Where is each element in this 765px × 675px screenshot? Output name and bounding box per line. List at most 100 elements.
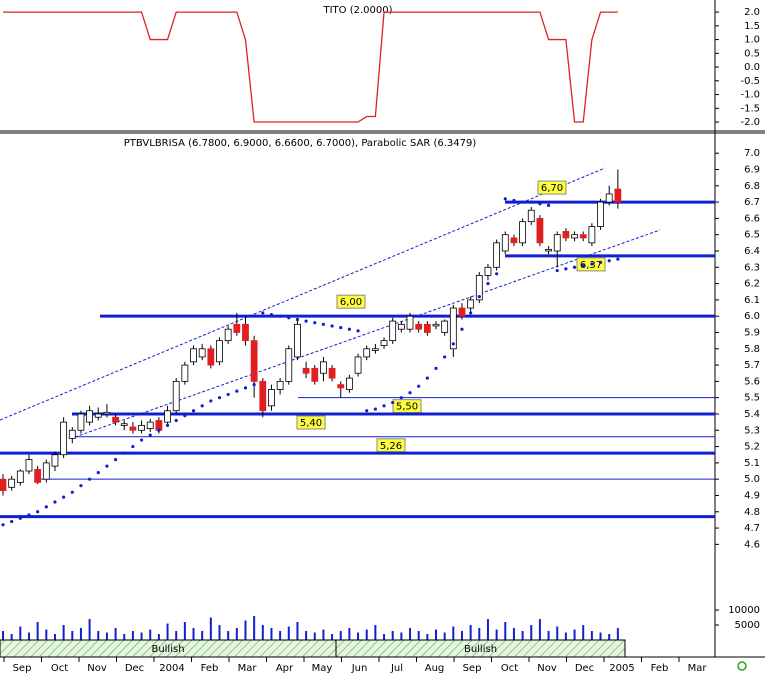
y-tick-label: 0.0 xyxy=(744,62,760,73)
candle-body xyxy=(510,237,518,244)
volume-bar xyxy=(495,629,498,640)
candle-body xyxy=(432,323,440,327)
x-tick-label: Dec xyxy=(125,663,144,674)
x-tick-label: Feb xyxy=(201,663,219,674)
candle-body xyxy=(68,429,76,439)
sar-dot xyxy=(269,312,274,317)
candle-body xyxy=(259,380,267,412)
level-label-box xyxy=(537,180,567,195)
sar-dot xyxy=(495,272,499,276)
sar-dot xyxy=(339,325,343,330)
sar-dot xyxy=(96,471,100,475)
volume-bar xyxy=(391,631,394,640)
volume-bar xyxy=(365,629,368,640)
volume-bar xyxy=(157,634,160,640)
volume-bar xyxy=(582,625,585,640)
volume-bar xyxy=(616,628,619,640)
volume-bar xyxy=(590,631,593,640)
signal-label: Bullish xyxy=(151,644,184,655)
sar-dot xyxy=(18,516,22,520)
y-tick-label: 5.3 xyxy=(744,425,760,436)
sar-dot xyxy=(287,316,291,320)
sar-dot xyxy=(451,342,455,346)
candle-body xyxy=(380,340,388,346)
sar-dot xyxy=(105,464,109,468)
sar-dot xyxy=(235,389,239,393)
sar-dot xyxy=(113,458,118,462)
level-label: 6,37 xyxy=(580,260,602,271)
level-label: 6,00 xyxy=(340,297,362,308)
sar-dot xyxy=(486,281,490,286)
volume-bar xyxy=(131,631,134,640)
volume-bar xyxy=(452,626,455,640)
y-tick-label: -2.0 xyxy=(740,117,760,128)
candle-body xyxy=(16,470,24,483)
volume-bar xyxy=(114,628,117,640)
candle-body xyxy=(268,389,275,407)
y-tick-label: 6.1 xyxy=(744,295,760,306)
candle-body xyxy=(345,377,353,390)
volume-bar xyxy=(10,634,13,640)
sar-dot xyxy=(564,267,568,271)
volume-bar xyxy=(608,634,611,640)
candle-body xyxy=(449,307,457,350)
candle-body xyxy=(614,188,622,203)
x-tick-label: Apr xyxy=(276,663,294,674)
volume-bar xyxy=(192,628,195,640)
sar-dot xyxy=(546,203,551,207)
y-tick-label: 1.0 xyxy=(744,35,760,46)
volume-bar xyxy=(512,628,515,640)
sar-dot xyxy=(36,510,40,514)
candle-body xyxy=(519,221,526,244)
candle-body xyxy=(337,384,345,389)
volume-bar xyxy=(235,628,238,640)
y-tick-label: 1.5 xyxy=(744,21,760,32)
candle-body xyxy=(441,320,449,333)
sar-dot xyxy=(261,311,265,315)
volume-bar xyxy=(261,625,264,640)
sar-dot xyxy=(313,321,317,325)
y-tick-label: 6.5 xyxy=(744,230,760,241)
sar-dot xyxy=(503,197,507,201)
indicator-title: TITO (2.0000) xyxy=(322,5,392,16)
x-tick-label: Sep xyxy=(13,663,32,674)
sar-dot xyxy=(88,477,92,481)
volume-bar xyxy=(443,632,446,640)
y-tick-label: -0.5 xyxy=(740,76,760,87)
candle-body xyxy=(94,413,102,418)
x-tick-label: Nov xyxy=(537,663,557,674)
volume-bar xyxy=(45,629,48,640)
x-tick-label: Nov xyxy=(87,663,107,674)
x-tick-label: Dec xyxy=(575,663,594,674)
sar-dot xyxy=(174,418,178,423)
y-tick-label: 6.4 xyxy=(744,246,760,257)
sar-dot xyxy=(278,314,282,318)
candle-body xyxy=(475,275,483,301)
sar-dot xyxy=(581,264,585,268)
candle-body xyxy=(320,361,327,374)
level-label: 5,50 xyxy=(396,402,418,413)
candle-body xyxy=(198,348,206,358)
sar-dot xyxy=(538,202,542,206)
sar-dot xyxy=(79,484,83,488)
volume-bar xyxy=(357,632,360,640)
volume-bar xyxy=(123,634,126,640)
y-tick-label: 5.4 xyxy=(744,409,760,420)
volume-bar xyxy=(140,632,143,640)
y-tick-label: 6.9 xyxy=(744,164,760,175)
x-tick-label: Jun xyxy=(351,663,368,674)
signal-label: Bullish xyxy=(464,644,497,655)
volume-bar xyxy=(599,632,602,640)
sar-dot xyxy=(243,386,248,390)
sar-dot xyxy=(10,519,14,524)
volume-bar xyxy=(435,629,437,640)
sar-dot xyxy=(330,324,334,328)
trend-line xyxy=(74,229,661,438)
y-tick-label: 7.0 xyxy=(744,148,760,159)
sar-dot xyxy=(373,407,377,411)
volume-bar xyxy=(469,625,472,640)
volume-bar xyxy=(339,631,342,640)
candle-body xyxy=(484,266,492,276)
candle-body xyxy=(250,340,258,382)
sar-dot xyxy=(616,257,620,261)
